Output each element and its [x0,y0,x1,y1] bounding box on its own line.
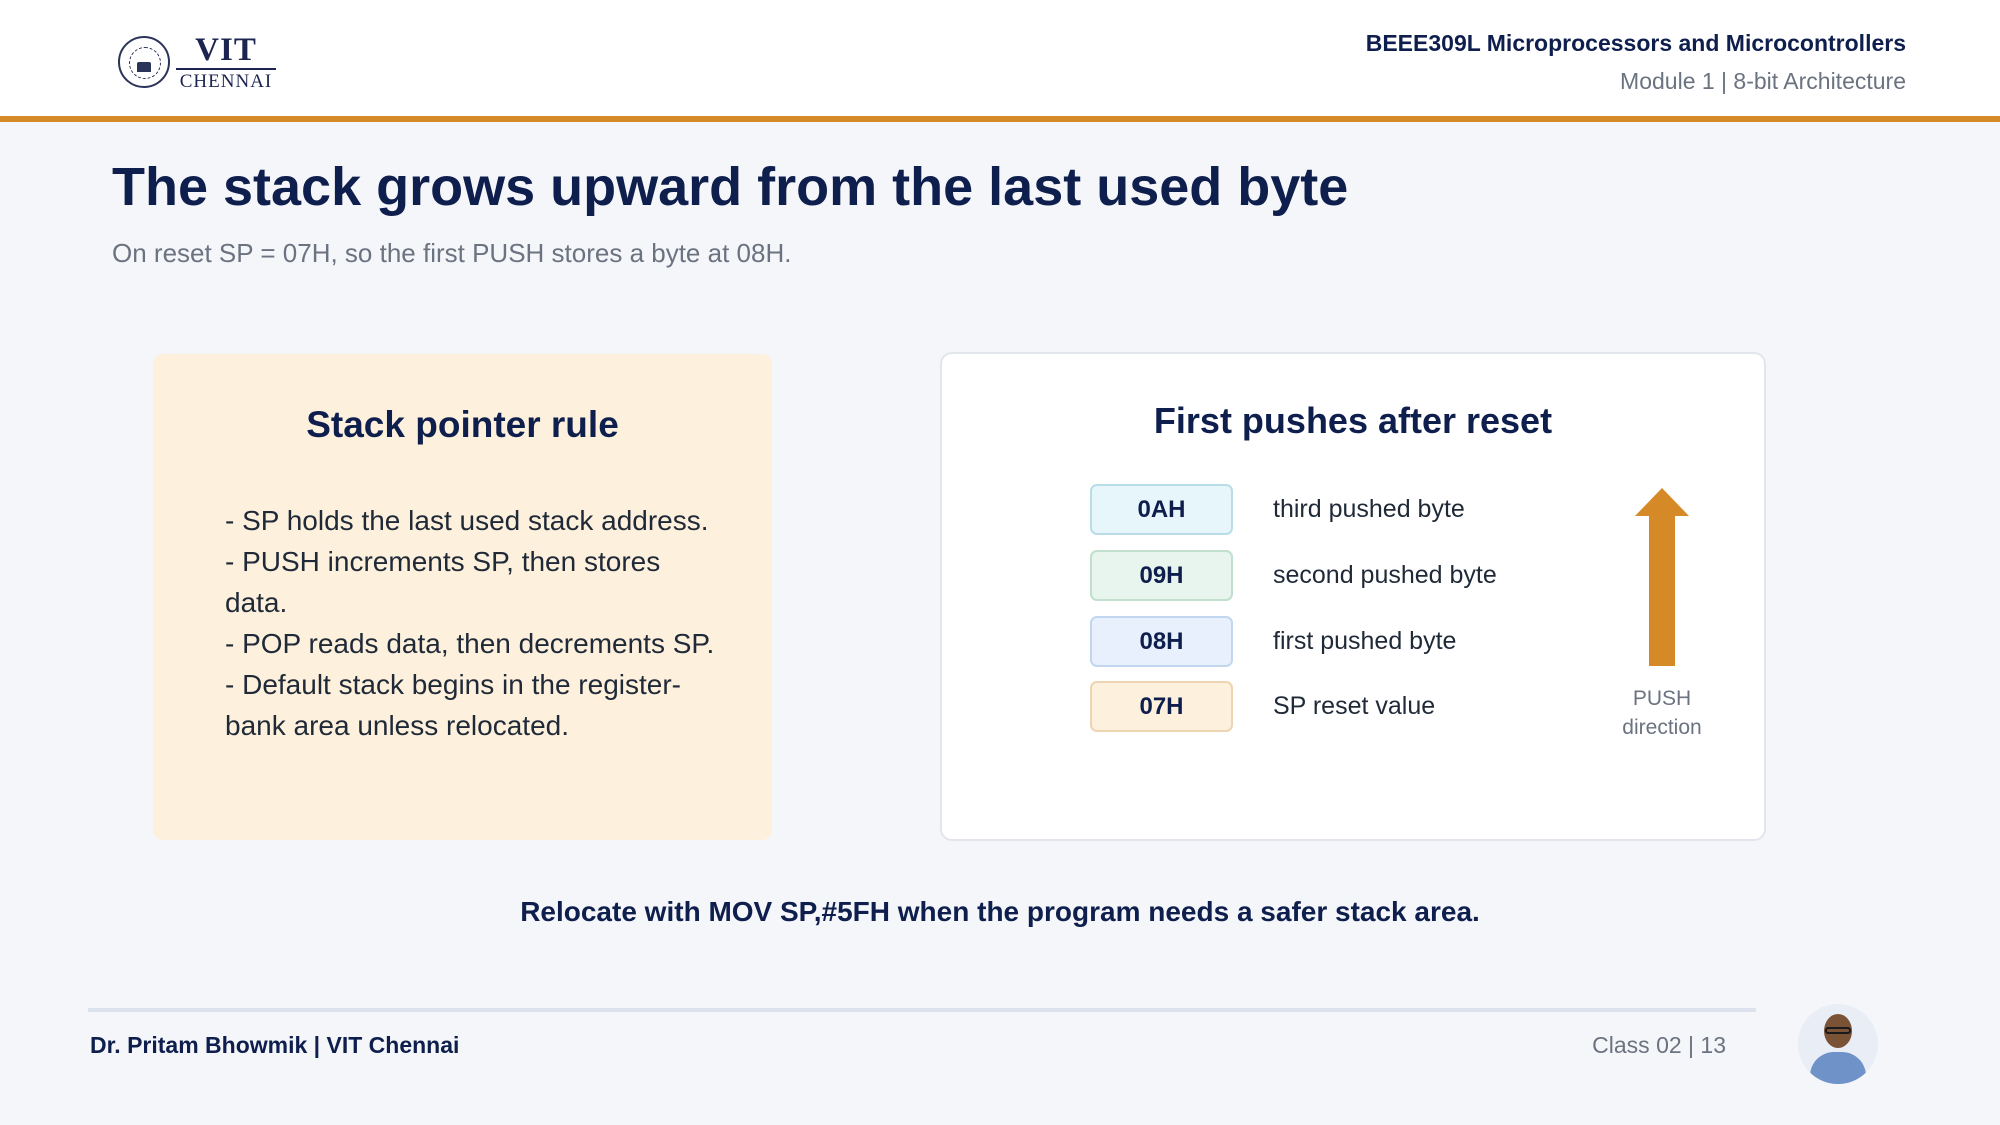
address-box-08h: 08H [1090,616,1233,667]
address-desc-08h: first pushed byte [1273,627,1457,655]
rule-item-default: - Default stack begins in the register-b… [225,669,681,741]
rule-list: - SP holds the last used stack address. … [225,500,725,746]
rule-item-sp: - SP holds the last used stack address. [225,505,709,536]
address-desc-07h: SP reset value [1273,692,1436,720]
logo-divider [176,67,276,70]
presenter-avatar [1798,1004,1878,1084]
footer-class-info: Class 02 | 13 [1592,1032,1726,1058]
up-arrow-icon [1635,488,1689,666]
address-box-07h: 07H [1090,681,1233,732]
module-label: Module 1 | 8-bit Architecture [1620,68,1906,94]
course-title: BEEE309L Microprocessors and Microcontro… [1365,30,1906,56]
address-desc-0ah: third pushed byte [1273,495,1465,523]
vit-logo: VIT CHENNAI [118,30,298,94]
relocation-note: Relocate with MOV SP,#5FH when the progr… [520,896,1480,927]
logo-vit-text: VIT [195,31,257,68]
slide-subtitle: On reset SP = 07H, so the first PUSH sto… [112,238,792,268]
rule-item-push: - PUSH increments SP, then stores data. [225,546,661,618]
arrow-head [1635,488,1689,516]
vit-seal-icon [118,36,170,88]
push-direction-line1: PUSH [1632,687,1692,710]
avatar-body [1810,1052,1866,1084]
arrow-shaft [1649,515,1675,666]
rule-card-title: Stack pointer rule [306,404,619,445]
avatar-head [1824,1014,1852,1048]
push-card-title: First pushes after reset [1153,400,1553,441]
slide-header: VIT CHENNAI BEEE309L Microprocessors and… [0,0,2000,122]
footer-divider [88,1008,1756,1012]
logo-text: VIT CHENNAI [176,33,276,92]
push-direction-label: PUSH direction [1592,684,1732,742]
footer-author: Dr. Pritam Bhowmik | VIT Chennai [90,1032,460,1058]
address-box-09h: 09H [1090,550,1233,601]
logo-campus-text: CHENNAI [179,70,273,92]
stack-pointer-rule-card: Stack pointer rule - SP holds the last u… [153,354,772,840]
address-box-0ah: 0AH [1090,484,1233,535]
rule-item-pop: - POP reads data, then decrements SP. [225,628,715,659]
address-desc-09h: second pushed byte [1273,561,1497,589]
slide-title: The stack grows upward from the last use… [112,157,1349,217]
push-sequence-card: First pushes after reset 0AH third pushe… [940,352,1766,841]
push-direction-line2: direction [1622,716,1702,739]
avatar-glasses [1825,1027,1851,1034]
